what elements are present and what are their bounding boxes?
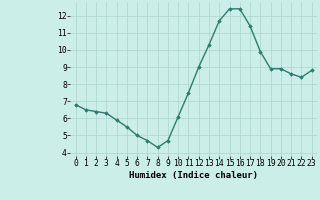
X-axis label: Humidex (Indice chaleur): Humidex (Indice chaleur) [129,171,258,180]
